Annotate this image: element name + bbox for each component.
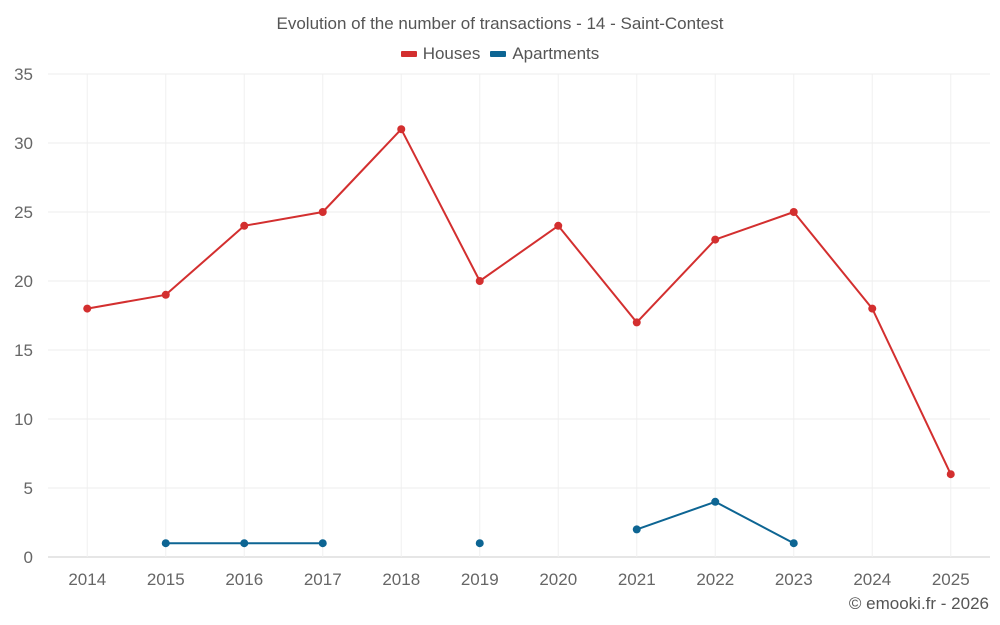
y-tick-label: 10 <box>14 410 33 429</box>
x-tick-label: 2017 <box>304 570 342 589</box>
data-point-apartments <box>789 539 798 548</box>
legend-swatch-houses <box>400 51 417 57</box>
x-tick-label: 2020 <box>539 570 577 589</box>
data-point-houses <box>632 318 641 327</box>
legend-label-apartments: Apartments <box>512 44 600 63</box>
data-point-houses <box>868 304 877 313</box>
chart-title: Evolution of the number of transactions … <box>276 14 724 33</box>
legend-label-houses: Houses <box>422 44 481 63</box>
data-point-houses <box>789 208 798 216</box>
data-point-apartments <box>240 539 249 548</box>
data-point-apartments <box>632 525 641 534</box>
y-tick-label: 20 <box>14 272 33 291</box>
y-tick-label: 5 <box>24 479 33 498</box>
x-tick-label: 2016 <box>225 570 263 589</box>
data-point-houses <box>83 304 92 313</box>
x-tick-label: 2014 <box>68 570 106 589</box>
legend-item-houses[interactable]: Houses <box>400 44 481 64</box>
data-point-apartments <box>161 539 170 548</box>
data-point-houses <box>240 221 249 230</box>
chart-legend: Houses Apartments <box>0 44 1000 64</box>
data-point-apartments <box>475 539 484 548</box>
legend-swatch-apartments <box>490 51 507 57</box>
y-tick-label: 35 <box>14 65 33 84</box>
x-tick-label: 2015 <box>147 570 185 589</box>
x-tick-label: 2021 <box>618 570 656 589</box>
x-tick-label: 2018 <box>382 570 420 589</box>
y-tick-label: 25 <box>14 203 33 222</box>
y-tick-label: 15 <box>14 341 33 360</box>
data-point-houses <box>554 221 563 230</box>
x-tick-label: 2023 <box>775 570 813 589</box>
x-tick-label: 2019 <box>461 570 499 589</box>
data-point-houses <box>946 470 955 479</box>
data-point-houses <box>475 277 484 285</box>
legend-item-apartments[interactable]: Apartments <box>490 44 599 64</box>
data-point-houses <box>397 125 406 134</box>
x-tick-label: 2022 <box>696 570 734 589</box>
x-tick-label: 2024 <box>853 570 891 589</box>
x-tick-label: 2025 <box>932 570 970 589</box>
data-point-houses <box>161 290 170 299</box>
data-point-houses <box>318 208 327 216</box>
credit-text: © emooki.fr - 2026 <box>848 594 989 613</box>
data-point-houses <box>711 235 720 244</box>
y-tick-label: 0 <box>24 548 33 567</box>
data-point-apartments <box>318 539 327 548</box>
series-line-houses <box>87 128 952 475</box>
data-point-apartments <box>711 497 720 506</box>
y-tick-label: 30 <box>14 134 33 153</box>
